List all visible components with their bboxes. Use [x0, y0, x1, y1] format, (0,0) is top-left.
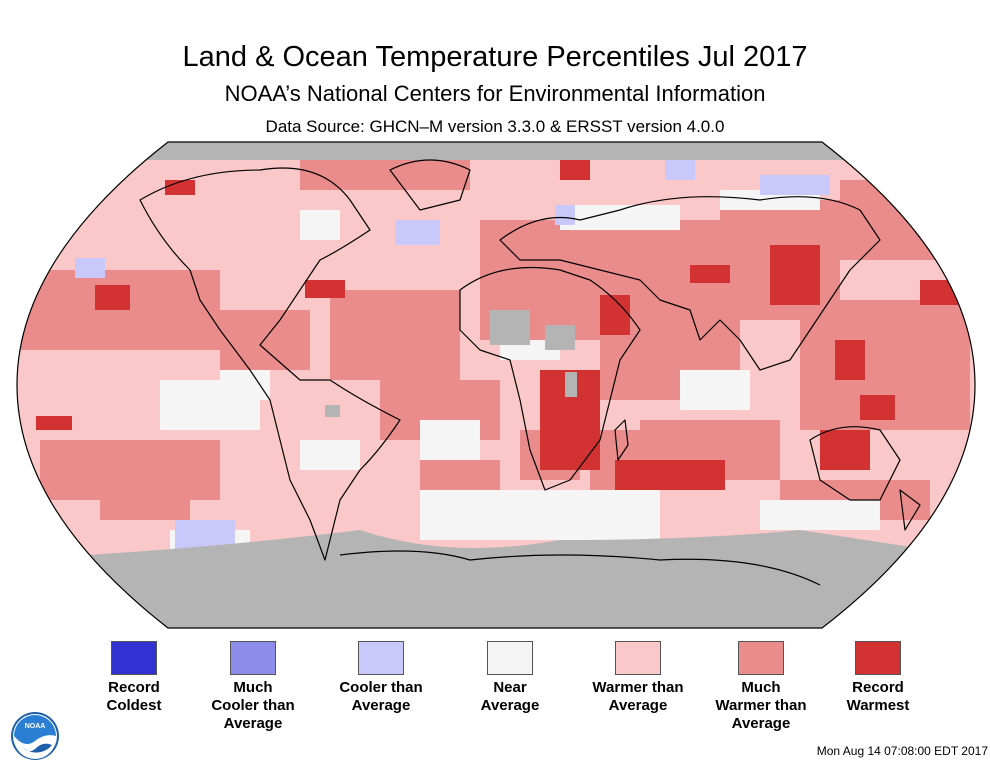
legend-item-record-warmest: Record Warmest — [813, 641, 943, 715]
legend-item-much-cooler: Much Cooler than Average — [188, 641, 318, 733]
legend-item-cooler: Cooler than Average — [316, 641, 446, 715]
legend-swatch — [358, 641, 404, 675]
cooler-regions — [75, 160, 830, 565]
coastlines — [139, 159, 921, 586]
noaa-logo-icon: NOAA — [11, 712, 59, 760]
legend-swatch — [111, 641, 157, 675]
legend-item-warmer: Warmer than Average — [573, 641, 703, 715]
legend-label: Much Cooler than Average — [211, 679, 295, 732]
legend-label: Cooler than Average — [339, 679, 423, 714]
legend-swatch — [615, 641, 661, 675]
near-average-regions — [160, 190, 880, 560]
legend-label: Record Coldest — [106, 679, 162, 714]
legend-item-much-warmer: Much Warmer than Average — [696, 641, 826, 733]
legend-item-record-coldest: Record Coldest — [69, 641, 199, 715]
legend-swatch — [738, 641, 784, 675]
map-area — [17, 142, 975, 628]
data-source: Data Source: GHCN–M version 3.3.0 & ERSS… — [265, 117, 725, 136]
map-outline — [16, 141, 976, 629]
legend-label: Record Warmest — [846, 679, 910, 714]
legend-swatch — [230, 641, 276, 675]
timestamp: Mon Aug 14 07:08:00 EDT 2017 — [816, 744, 988, 758]
legend-swatch — [855, 641, 901, 675]
noaa-logo-text: NOAA — [25, 723, 46, 730]
legend-label: Near Average — [480, 679, 540, 714]
no-data-regions — [17, 142, 975, 628]
legend-label: Warmer than Average — [592, 679, 684, 714]
world-map — [16, 141, 976, 629]
legend-item-near-average: Near Average — [445, 641, 575, 715]
legend-swatch — [487, 641, 533, 675]
map-subtitle: NOAA’s National Centers for Environmenta… — [224, 81, 766, 106]
map-title: Land & Ocean Temperature Percentiles Jul… — [182, 41, 808, 73]
legend-label: Much Warmer than Average — [715, 679, 807, 732]
